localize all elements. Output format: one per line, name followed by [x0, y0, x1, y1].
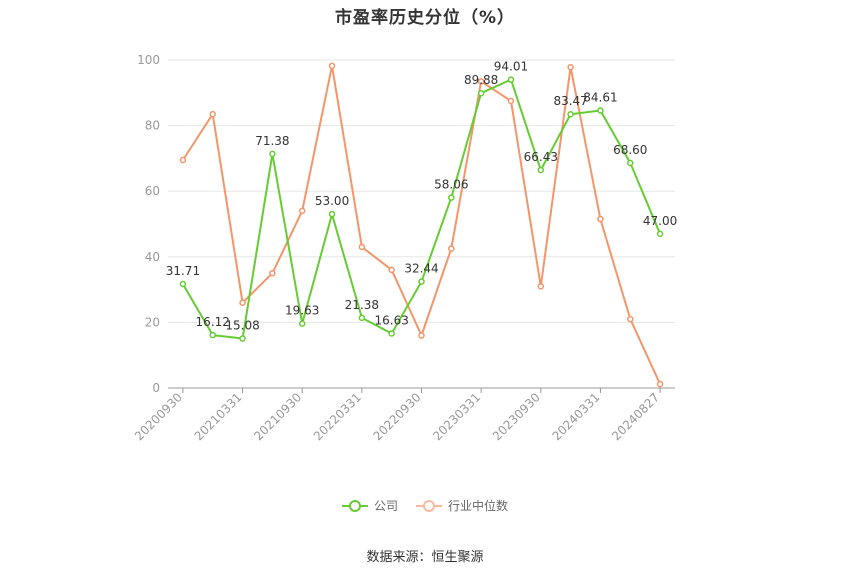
data-label: 58.06: [434, 178, 468, 192]
data-point-industry: [597, 215, 604, 223]
data-point-industry: [567, 63, 574, 71]
data-label: 83.47: [553, 94, 587, 108]
data-source-note: 数据来源：恒生聚源: [366, 550, 484, 565]
data-label: 68.60: [613, 143, 647, 157]
data-point-company: [448, 194, 455, 201]
data-point-industry: [627, 315, 634, 323]
x-tick-label: 20230331: [430, 390, 483, 443]
y-tick-label: 0: [152, 381, 160, 395]
data-label: 32.44: [404, 262, 438, 276]
data-label: 21.38: [345, 298, 379, 312]
data-label: 16.12: [196, 315, 230, 329]
y-tick-label: 60: [145, 184, 160, 198]
data-point-company: [239, 335, 246, 342]
data-point-industry: [388, 266, 395, 274]
data-point-company: [358, 314, 366, 322]
x-tick-label: 20210331: [192, 390, 245, 443]
data-point-company: [179, 280, 187, 288]
data-point-industry: [298, 207, 306, 215]
x-tick-label: 20210930: [251, 390, 304, 443]
data-point-industry: [358, 243, 366, 251]
chart-title: 市盈率历史分位（%）: [334, 8, 516, 28]
legend-label-company: 公司: [373, 499, 398, 513]
y-tick-label: 80: [145, 119, 160, 133]
data-label: 19.63: [285, 304, 319, 318]
data-label: 89.88: [464, 73, 498, 87]
data-point-industry: [537, 283, 545, 290]
chart-legend: 公司 行业中位数: [0, 497, 850, 514]
data-label: 84.61: [583, 90, 617, 104]
data-point-industry: [179, 156, 187, 164]
legend-item-company[interactable]: 公司: [341, 497, 398, 514]
data-point-company: [597, 107, 604, 114]
data-label: 66.43: [524, 150, 558, 164]
data-point-company: [418, 278, 425, 285]
data-point-industry: [209, 110, 216, 118]
legend-swatch-company: [341, 498, 368, 514]
data-label: 71.38: [255, 134, 289, 148]
data-point-industry: [239, 299, 246, 306]
data-point-company: [209, 331, 216, 339]
data-point-company: [328, 210, 336, 218]
x-tick-label: 20220930: [371, 390, 424, 443]
data-point-company: [298, 320, 306, 327]
data-label: 94.01: [494, 60, 528, 74]
data-label: 16.63: [374, 313, 408, 327]
data-point-company: [537, 166, 545, 174]
x-tick-label: 20240331: [549, 390, 602, 443]
data-point-industry: [448, 245, 455, 252]
series-line-company: [182, 78, 662, 340]
data-point-industry: [656, 380, 664, 388]
x-tick-label: 20230930: [490, 390, 543, 443]
data-point-industry: [328, 62, 336, 70]
data-point-company: [567, 110, 574, 118]
data-point-industry: [507, 97, 515, 105]
x-tick-label: 20220331: [311, 390, 364, 443]
y-tick-label: 40: [145, 250, 160, 264]
data-point-company: [388, 330, 395, 337]
data-point-company: [507, 76, 515, 83]
data-label: 15.08: [225, 319, 259, 333]
data-point-company: [627, 159, 634, 167]
data-label: 31.71: [166, 264, 200, 278]
data-label: 53.00: [315, 194, 349, 208]
data-point-company: [477, 89, 485, 97]
legend-item-industry[interactable]: 行业中位数: [416, 497, 508, 514]
data-point-industry: [269, 269, 276, 277]
legend-swatch-industry: [416, 498, 442, 514]
data-point-company: [656, 230, 664, 238]
y-tick-label: 20: [145, 315, 160, 329]
x-tick-label: 20200930: [132, 390, 185, 443]
y-tick-label: 100: [137, 53, 160, 67]
data-label: 47.00: [643, 214, 677, 228]
data-point-company: [269, 150, 276, 158]
legend-label-industry: 行业中位数: [448, 499, 509, 513]
x-tick-label: 20240827: [609, 390, 662, 443]
data-point-industry: [418, 332, 425, 339]
data-point-industry: [477, 78, 485, 85]
